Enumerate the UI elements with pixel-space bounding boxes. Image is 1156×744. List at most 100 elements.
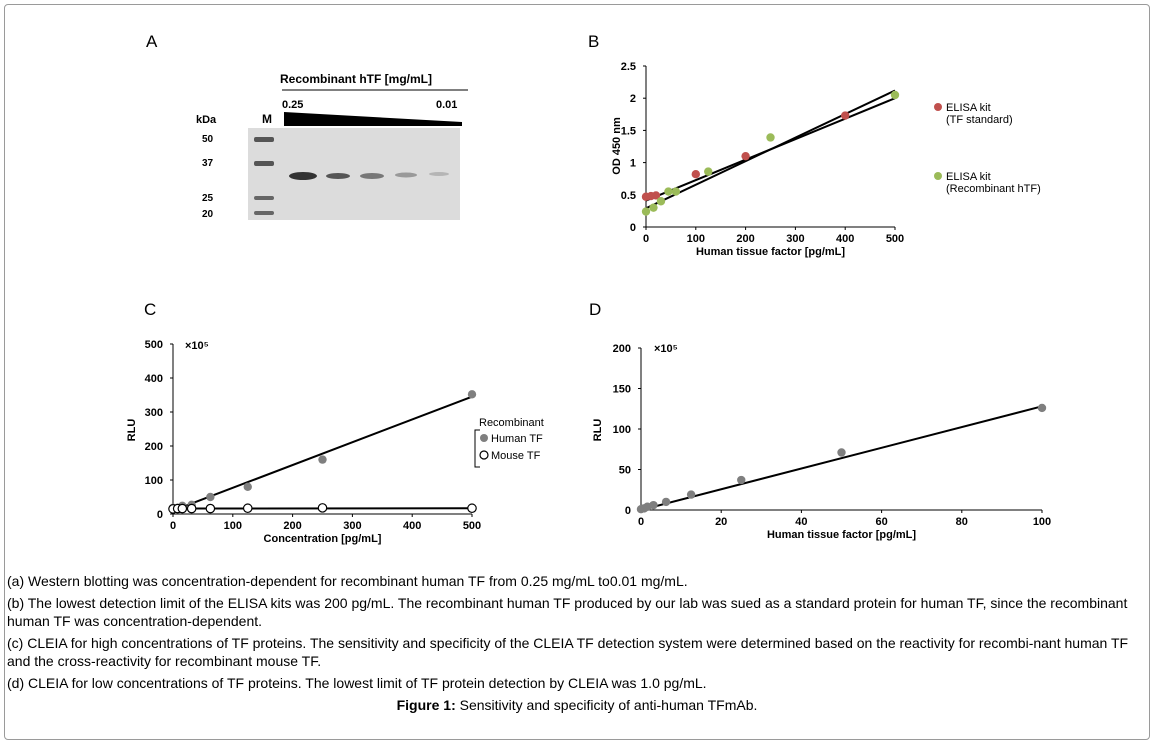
fit-line bbox=[172, 395, 473, 512]
x-tick-label: 300 bbox=[343, 520, 361, 532]
marker-size-20: 20 bbox=[202, 209, 214, 220]
x-tick-label: 100 bbox=[1033, 516, 1051, 528]
x-tick-label: 0 bbox=[643, 233, 649, 245]
marker-band bbox=[254, 161, 274, 166]
data-point bbox=[641, 207, 651, 216]
y-tick-label: 2.5 bbox=[621, 61, 636, 73]
legend-title: Recombinant bbox=[479, 417, 544, 429]
x-tick-label: 100 bbox=[687, 233, 705, 245]
data-point bbox=[649, 500, 658, 510]
legend-marker bbox=[934, 172, 942, 180]
figure-caption: Figure 1: Sensitivity and specificity of… bbox=[7, 696, 1147, 714]
x-tick-label: 0 bbox=[638, 516, 644, 528]
marker-size-50: 50 bbox=[202, 134, 214, 145]
data-point bbox=[243, 482, 252, 491]
caption-a: (a) Western blotting was concentration-d… bbox=[7, 573, 688, 589]
sample-band bbox=[429, 172, 449, 176]
data-point bbox=[206, 492, 215, 502]
x-tick-label: 200 bbox=[736, 233, 754, 245]
legend-bracket bbox=[474, 429, 480, 468]
x-tick-label: 80 bbox=[956, 516, 968, 528]
kda-label: kDa bbox=[196, 114, 217, 126]
y-tick-label: 1 bbox=[630, 158, 636, 170]
data-point bbox=[741, 151, 750, 161]
data-point bbox=[1037, 403, 1047, 413]
data-point bbox=[671, 187, 681, 196]
data-point bbox=[737, 475, 746, 485]
legend-marker bbox=[480, 434, 488, 442]
marker-size-25: 25 bbox=[202, 193, 214, 204]
fit-line bbox=[645, 89, 896, 210]
figure-canvas: A Recombinant hTF [mg/mL] 0.25 0.01 kDa … bbox=[126, 32, 1051, 545]
chart-c: 0 100 200 300 400 500 0 100 200 300 400 500 Concentr… bbox=[126, 339, 544, 545]
x-tick-label: 40 bbox=[795, 516, 807, 528]
data-point bbox=[205, 503, 216, 514]
data-point bbox=[766, 133, 775, 142]
y-tick-label: 0 bbox=[157, 509, 163, 521]
panel-b-letter: B bbox=[588, 32, 599, 51]
blot-membrane bbox=[248, 128, 460, 220]
figure-caption-text: Sensitivity and specificity of anti-huma… bbox=[455, 697, 758, 713]
caption-c: (c) CLEIA for high concentrations of TF … bbox=[7, 635, 1129, 669]
y-multiplier-label: ×10⁵ bbox=[185, 340, 209, 352]
x-tick-label: 100 bbox=[224, 520, 242, 532]
y-axis-label: RLU bbox=[126, 419, 138, 442]
y-tick-label: 0.5 bbox=[621, 190, 636, 202]
legend-label: ELISA kit bbox=[946, 171, 991, 183]
y-tick-label: 100 bbox=[613, 424, 631, 436]
x-tick-label: 300 bbox=[786, 233, 804, 245]
chart-d: 0 50 100 150 200 0 20 40 60 80 100 Human tissue fac… bbox=[592, 343, 1051, 541]
data-point bbox=[651, 191, 661, 200]
y-tick-label: 50 bbox=[619, 465, 631, 477]
y-tick-label: 300 bbox=[145, 407, 163, 419]
legend-label: Mouse TF bbox=[491, 450, 541, 462]
y-tick-label: 200 bbox=[613, 343, 631, 355]
data-point bbox=[691, 169, 700, 179]
sample-band bbox=[395, 172, 417, 178]
data-point bbox=[664, 187, 673, 196]
panel-a-letter: A bbox=[146, 32, 158, 51]
y-axis-label: RLU bbox=[592, 419, 604, 442]
x-tick-label: 20 bbox=[715, 516, 727, 528]
legend-label: ELISA kit bbox=[946, 102, 991, 114]
panel-c-letter: C bbox=[144, 300, 156, 319]
data-point bbox=[837, 448, 846, 457]
data-point bbox=[177, 503, 188, 514]
data-point bbox=[686, 490, 696, 499]
y-axis-label: OD 450 nm bbox=[611, 117, 623, 175]
sample-band bbox=[289, 172, 317, 180]
x-tick-label: 500 bbox=[463, 520, 481, 532]
data-point bbox=[467, 390, 477, 399]
legend-marker bbox=[934, 103, 942, 111]
y-tick-label: 500 bbox=[145, 339, 163, 351]
panel-a: A Recombinant hTF [mg/mL] 0.25 0.01 kDa … bbox=[146, 32, 468, 220]
caption-b: (b) The lowest detection limit of the EL… bbox=[7, 595, 1128, 629]
y-tick-label: 400 bbox=[145, 373, 163, 385]
legend-label: Human TF bbox=[491, 433, 543, 445]
data-point bbox=[704, 167, 713, 176]
y-tick-label: 1.5 bbox=[621, 125, 636, 137]
x-tick-label: 60 bbox=[875, 516, 887, 528]
blot-conc-low: 0.01 bbox=[436, 99, 457, 111]
y-tick-label: 0 bbox=[630, 222, 636, 234]
data-point bbox=[656, 197, 666, 206]
x-axis-label: Human tissue factor [pg/mL] bbox=[696, 246, 845, 258]
x-tick-label: 400 bbox=[403, 520, 421, 532]
legend-label: (Recombinant hTF) bbox=[946, 183, 1041, 195]
marker-band bbox=[254, 196, 274, 200]
marker-band bbox=[254, 211, 274, 215]
marker-band bbox=[254, 137, 274, 142]
figure-label: Figure 1: bbox=[396, 697, 456, 713]
figure-frame bbox=[4, 4, 1150, 740]
data-point bbox=[467, 503, 477, 514]
marker-lane-label: M bbox=[262, 112, 272, 126]
legend-marker bbox=[479, 450, 489, 460]
captions: (a) Western blotting was concentration-d… bbox=[7, 572, 1147, 714]
data-point bbox=[661, 497, 671, 507]
x-tick-label: 400 bbox=[836, 233, 854, 245]
sample-band bbox=[360, 173, 384, 179]
sample-band bbox=[326, 173, 350, 179]
concentration-wedge bbox=[284, 112, 462, 126]
data-point bbox=[242, 503, 253, 514]
legend-label: (TF standard) bbox=[946, 114, 1013, 126]
